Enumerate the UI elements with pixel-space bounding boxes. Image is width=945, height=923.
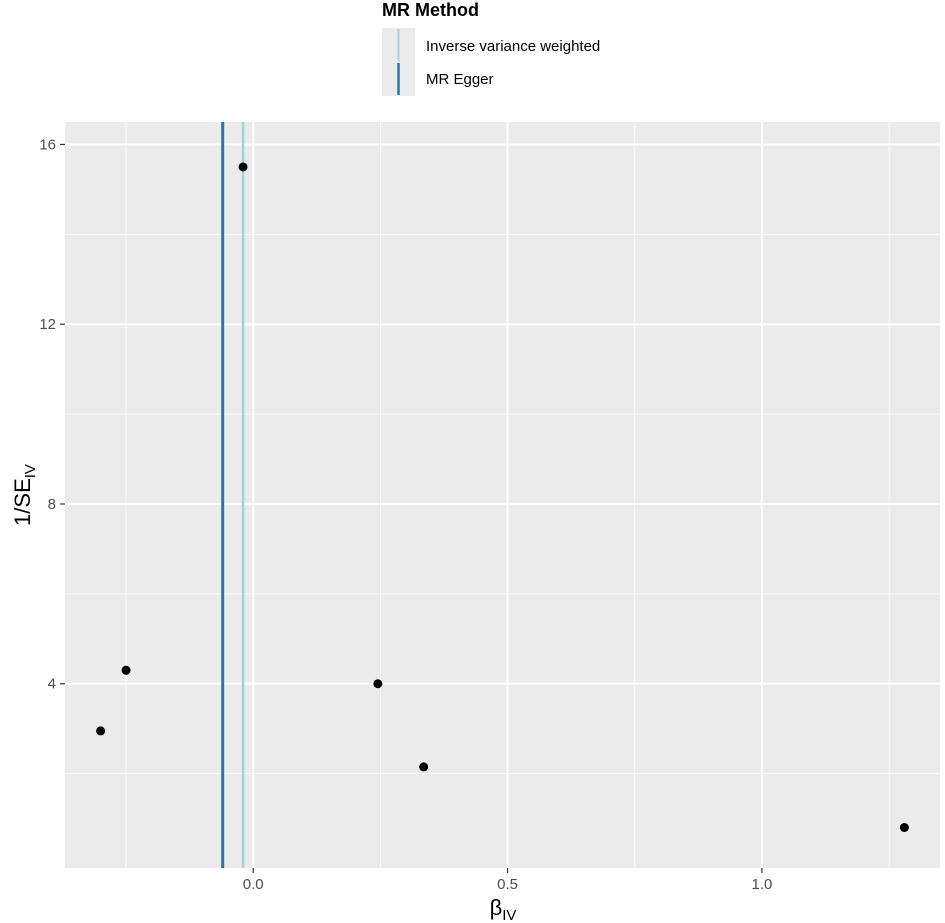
y-axis: 4 8 12 16 bbox=[39, 136, 65, 693]
y-tick-label: 16 bbox=[39, 136, 56, 153]
legend-title: MR Method bbox=[382, 0, 479, 20]
x-tick-label: 1.0 bbox=[752, 876, 773, 893]
data-point bbox=[238, 162, 248, 172]
data-point bbox=[419, 762, 429, 772]
x-axis-title: βIV bbox=[490, 895, 517, 923]
y-axis-title-main: 1/SE bbox=[10, 478, 35, 526]
data-point bbox=[96, 726, 106, 736]
legend: MR Method Inverse variance weighted MR E… bbox=[382, 0, 600, 96]
data-point bbox=[899, 823, 909, 833]
x-tick-label: 0.5 bbox=[497, 876, 518, 893]
data-points bbox=[96, 162, 909, 833]
legend-label-mr-egger: MR Egger bbox=[426, 71, 494, 88]
plot-panel bbox=[65, 122, 940, 868]
data-point bbox=[121, 665, 131, 675]
minor-gridlines bbox=[65, 122, 940, 868]
data-point bbox=[373, 679, 383, 689]
x-tick-label: 0.0 bbox=[243, 876, 264, 893]
x-axis-title-subscript: IV bbox=[502, 907, 516, 923]
major-gridlines bbox=[65, 122, 940, 868]
x-axis: 0.0 0.5 1.0 bbox=[243, 868, 773, 893]
legend-label-ivw: Inverse variance weighted bbox=[426, 38, 600, 55]
y-tick-label: 8 bbox=[48, 496, 56, 513]
y-tick-label: 12 bbox=[39, 316, 56, 333]
y-tick-label: 4 bbox=[48, 676, 56, 693]
x-axis-title-main: β bbox=[490, 895, 503, 920]
method-lines bbox=[221, 122, 245, 868]
y-axis-title-subscript: IV bbox=[22, 464, 39, 478]
y-axis-title: 1/SEIV bbox=[10, 464, 39, 526]
